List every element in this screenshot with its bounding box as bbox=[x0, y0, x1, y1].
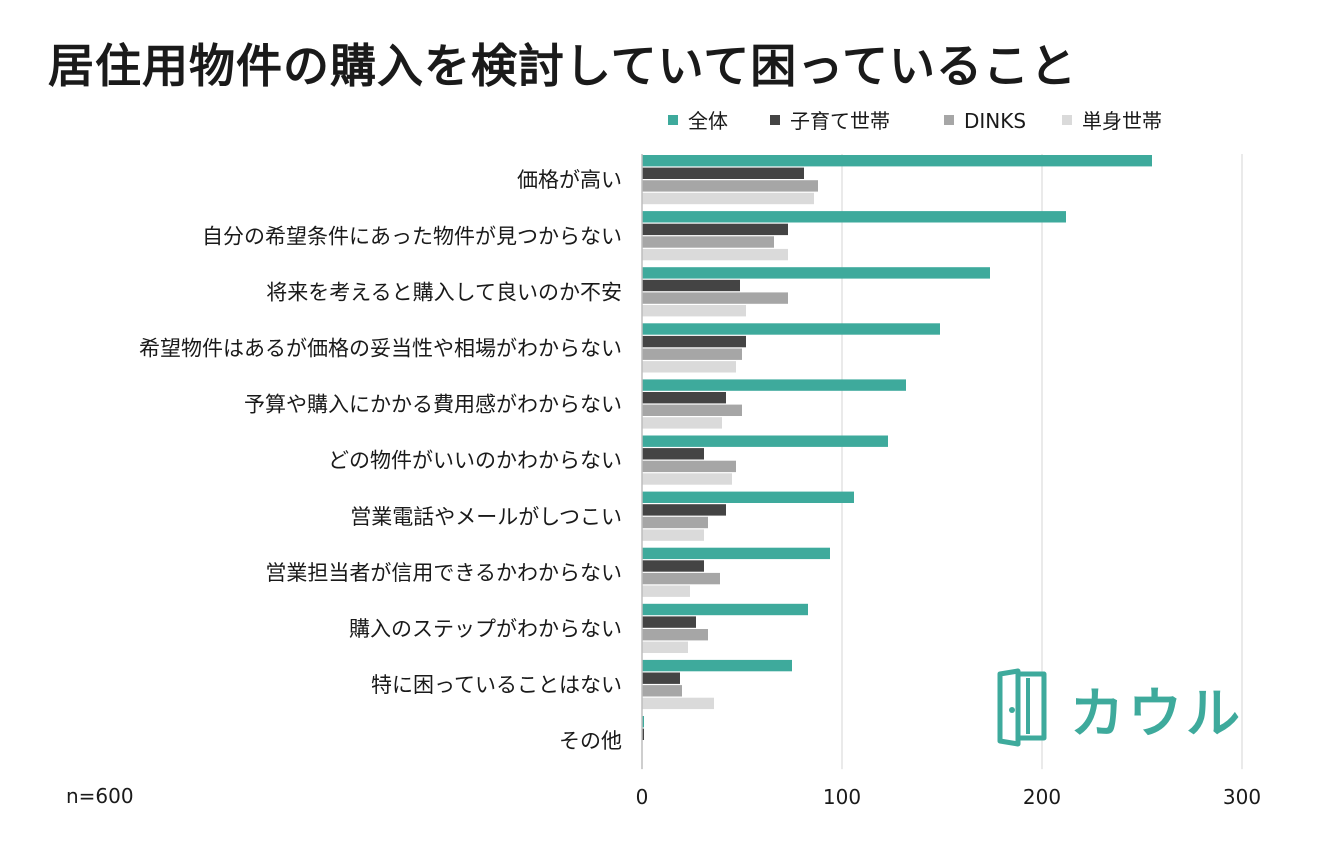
sample-size-note: n=600 bbox=[66, 784, 134, 808]
bar bbox=[642, 417, 722, 429]
bar bbox=[642, 379, 906, 391]
axis: 0 100 200 300 価格が高い自分の希望条件にあった物件が見つからない将来を考え… bbox=[139, 154, 1261, 809]
category-label: どの物件がいいのかわからない bbox=[328, 449, 622, 473]
door-icon bbox=[997, 668, 1047, 747]
legend: 全体 子育て世帯 DINKS 単身世帯 bbox=[668, 109, 1162, 133]
bar bbox=[642, 659, 792, 672]
bar bbox=[642, 335, 746, 348]
bar bbox=[642, 236, 774, 248]
bar bbox=[642, 529, 704, 541]
bar bbox=[642, 361, 736, 373]
legend-label: 子育て世帯 bbox=[790, 109, 890, 133]
bar bbox=[642, 392, 726, 404]
bar bbox=[642, 435, 888, 447]
bar bbox=[642, 180, 818, 192]
category-label: 営業担当者が信用できるかわからない bbox=[265, 561, 622, 585]
bar bbox=[642, 728, 644, 740]
bar bbox=[642, 248, 788, 261]
bar bbox=[642, 267, 990, 279]
bar bbox=[642, 504, 726, 516]
bar bbox=[642, 211, 1066, 223]
category-label: 予算や購入にかかる費用感がわからない bbox=[244, 393, 622, 417]
bar bbox=[642, 716, 644, 728]
bar bbox=[642, 460, 736, 473]
chart-title: 居住用物件の購入を検討していて困っていること bbox=[48, 39, 1077, 93]
category-label: 営業電話やメールがしつこい bbox=[350, 505, 622, 529]
tick-label: 300 bbox=[1223, 785, 1261, 809]
category-label: その他 bbox=[559, 729, 622, 753]
bar bbox=[642, 192, 814, 205]
category-label: 将来を考えると購入して良いのか不安 bbox=[266, 280, 622, 304]
bar bbox=[642, 167, 804, 179]
bar bbox=[642, 547, 830, 560]
bar bbox=[642, 404, 742, 416]
bar bbox=[642, 491, 854, 503]
bar bbox=[642, 603, 808, 616]
legend-label: 単身世帯 bbox=[1082, 109, 1162, 133]
bar bbox=[642, 323, 940, 335]
logo: カウル bbox=[996, 668, 1244, 748]
category-label: 購入のステップがわからない bbox=[349, 617, 622, 641]
bar bbox=[642, 516, 708, 529]
bar bbox=[642, 685, 682, 697]
bars bbox=[642, 155, 1152, 740]
category-label: 特に困っていることはない bbox=[371, 673, 622, 697]
bar bbox=[642, 697, 714, 710]
bar bbox=[642, 629, 708, 641]
legend-label: 全体 bbox=[688, 109, 728, 133]
bar bbox=[642, 641, 688, 653]
bar bbox=[642, 560, 704, 572]
tick-label: 100 bbox=[823, 785, 861, 809]
bar bbox=[642, 448, 704, 460]
bar bbox=[642, 616, 696, 628]
bar bbox=[642, 305, 746, 317]
bar bbox=[642, 348, 742, 360]
legend-swatch bbox=[944, 115, 954, 125]
legend-label: DINKS bbox=[964, 109, 1026, 133]
bar bbox=[642, 155, 1152, 167]
category-label: 価格が高い bbox=[517, 168, 622, 192]
bar bbox=[642, 223, 788, 236]
bar bbox=[642, 585, 690, 597]
legend-swatch bbox=[668, 115, 678, 125]
category-label: 自分の希望条件にあった物件が見つからない bbox=[202, 224, 622, 248]
bar bbox=[642, 292, 788, 304]
bar bbox=[642, 473, 732, 485]
gridlines bbox=[841, 154, 1243, 770]
bar bbox=[642, 572, 720, 585]
category-label: 希望物件はあるが価格の妥当性や相場がわからない bbox=[139, 337, 622, 361]
logo-text: カウル bbox=[1070, 681, 1244, 745]
legend-swatch bbox=[1062, 115, 1072, 125]
bar bbox=[642, 672, 680, 684]
legend-swatch bbox=[770, 115, 780, 125]
tick-label: 200 bbox=[1023, 785, 1061, 809]
bar bbox=[642, 279, 740, 292]
tick-label: 0 bbox=[636, 785, 649, 809]
